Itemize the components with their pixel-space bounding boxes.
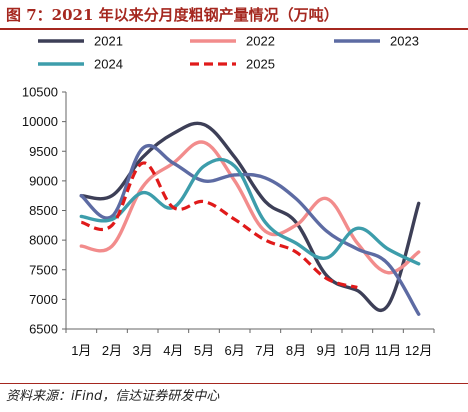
x-tick-label: 11月 xyxy=(375,343,402,358)
y-tick-label: 8000 xyxy=(29,233,58,248)
line-chart: 2021 2022 2023 2024 2025 6500 7000 7500 8000 850… xyxy=(22,34,435,358)
series-line-2024 xyxy=(79,157,421,266)
legend-label-2025: 2025 xyxy=(246,57,275,72)
x-tick-label: 9月 xyxy=(317,343,337,358)
y-tick-label: 7000 xyxy=(29,292,58,307)
legend-label-2021: 2021 xyxy=(94,34,123,49)
x-tick-label: 10月 xyxy=(344,343,371,358)
chart-series xyxy=(79,121,421,316)
y-tick-label: 8500 xyxy=(29,203,58,218)
legend-label-2022: 2022 xyxy=(246,34,275,49)
x-tick-label: 3月 xyxy=(133,343,153,358)
x-tick-label: 7月 xyxy=(255,343,275,358)
y-tick-label: 10000 xyxy=(22,114,58,129)
figure-title: 图 7：2021 年以来分月度粗钢产量情况（万吨） xyxy=(6,6,339,24)
x-tick-label: 4月 xyxy=(163,343,183,358)
source-note: 资料来源：iFind，信达证券研发中心 xyxy=(6,389,220,404)
series-line-2023 xyxy=(79,144,421,316)
y-tick-label: 6500 xyxy=(29,322,58,337)
y-tick-label: 10500 xyxy=(22,85,58,100)
chart-axes: 6500 7000 7500 8000 8500 9000 9500 10000 10500 1月… xyxy=(22,85,435,358)
legend-label-2023: 2023 xyxy=(390,34,419,49)
series-line-2025 xyxy=(80,161,358,290)
y-tick-label: 9500 xyxy=(29,144,58,159)
x-tick-label: 8月 xyxy=(286,343,306,358)
y-tick-label: 7500 xyxy=(29,262,58,277)
y-tick-label: 9000 xyxy=(29,173,58,188)
x-tick-label: 5月 xyxy=(194,343,214,358)
x-tick-label: 12月 xyxy=(405,343,432,358)
x-tick-label: 2月 xyxy=(102,343,122,358)
x-tick-label: 6月 xyxy=(225,343,245,358)
chart-legend: 2021 2022 2023 2024 2025 xyxy=(38,34,419,72)
legend-label-2024: 2024 xyxy=(94,57,123,72)
x-tick-label: 1月 xyxy=(71,343,91,358)
source-rule xyxy=(0,383,468,384)
title-rule xyxy=(0,28,468,30)
series-line-2021 xyxy=(79,121,421,313)
